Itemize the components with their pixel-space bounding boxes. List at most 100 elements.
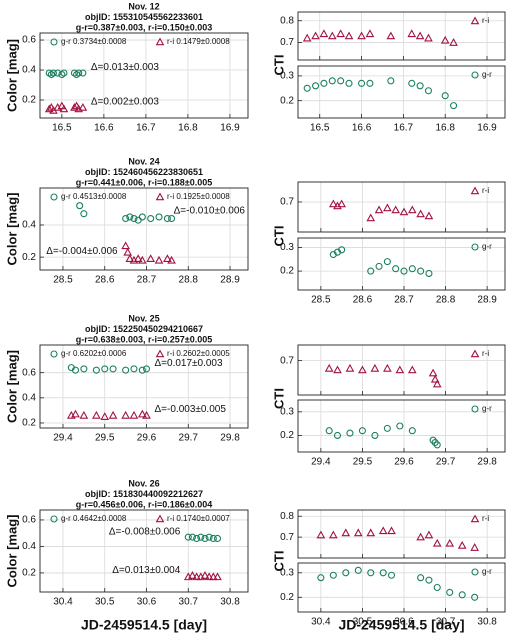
data-point	[432, 538, 442, 547]
x-tick-label: 28.7	[137, 275, 157, 286]
data-point	[441, 92, 449, 100]
data-point	[379, 569, 387, 577]
y-tick-label: 0.4	[22, 220, 36, 231]
data-point	[337, 77, 345, 85]
y-tick-label: 0.7	[280, 197, 294, 208]
plot-frame	[297, 11, 506, 61]
data-point	[328, 199, 338, 208]
data-point	[433, 441, 441, 449]
y-axis-label: Color [mag]	[4, 39, 19, 112]
chart-title: g-r=0.456±0.006, r-i=0.186±0.004	[76, 499, 212, 509]
data-point	[378, 526, 388, 535]
data-point	[424, 530, 434, 539]
data-point	[92, 366, 100, 374]
data-point	[445, 538, 455, 547]
legend-label: g-r	[482, 70, 492, 79]
data-point	[75, 69, 83, 77]
data-point	[213, 572, 222, 581]
data-point	[416, 209, 425, 218]
x-tick-label: 28.6	[353, 295, 373, 306]
legend-marker	[470, 186, 480, 195]
data-point	[333, 365, 342, 374]
data-point	[71, 409, 80, 418]
data-point	[416, 532, 425, 541]
data-point	[101, 365, 109, 373]
legend-marker	[50, 193, 58, 201]
x-tick-label: 28.5	[53, 275, 73, 286]
data-point	[70, 102, 79, 111]
x-tick-label: 29.8	[220, 433, 240, 444]
legend-marker	[155, 514, 165, 523]
y-tick-label: 0.7	[280, 355, 294, 366]
data-point	[387, 571, 396, 579]
data-point	[345, 79, 353, 87]
y-tick-label: 0.3	[280, 242, 294, 253]
data-point	[354, 566, 362, 574]
legend-label: r-i 0.1479±0.0008	[167, 37, 230, 46]
data-point	[208, 572, 218, 581]
data-point	[329, 571, 337, 579]
data-point	[367, 569, 375, 577]
y-axis-label: Color [mag]	[4, 350, 19, 423]
data-point	[324, 363, 334, 372]
chart-title: Nov. 12	[128, 1, 159, 11]
data-point	[408, 79, 416, 87]
data-point	[213, 534, 222, 543]
data-point	[80, 210, 88, 218]
legend-marker	[50, 515, 58, 523]
data-point	[337, 199, 346, 208]
legend-marker	[471, 568, 479, 576]
data-point	[184, 533, 192, 541]
legend-marker	[470, 16, 480, 25]
x-tick-label: 16.5	[52, 123, 72, 134]
y-tick-label: 0.3	[280, 71, 294, 82]
data-point	[424, 211, 434, 220]
x-tick-label: 30.4	[311, 617, 331, 628]
x-tick-label: 30.8	[477, 617, 497, 628]
data-point	[311, 31, 320, 40]
data-point	[365, 29, 375, 38]
y-axis-label: CTI	[271, 388, 286, 409]
data-point	[395, 365, 405, 374]
y-tick-label: 0.6	[22, 515, 36, 526]
data-point	[312, 82, 320, 90]
data-point	[303, 84, 311, 92]
y-tick-label: 0.4	[22, 392, 36, 403]
data-point	[193, 534, 201, 543]
annotation: Δ=0.002±0.003	[91, 97, 159, 108]
data-point	[428, 368, 438, 377]
data-point	[121, 241, 130, 250]
y-axis-label: CTI	[271, 226, 286, 247]
x-tick-label: 30.6	[394, 617, 414, 628]
data-point	[167, 255, 176, 264]
data-point	[80, 365, 88, 373]
legend-marker	[471, 71, 479, 79]
data-point	[425, 576, 433, 584]
y-tick-label: 0.4	[22, 541, 36, 552]
data-point	[146, 254, 156, 263]
data-point	[192, 572, 201, 581]
chart-title: Nov. 24	[128, 156, 159, 166]
data-point	[341, 528, 351, 537]
data-point	[371, 431, 379, 440]
data-point	[407, 365, 417, 374]
x-tick-label: 30.7	[179, 597, 199, 608]
data-point	[407, 205, 417, 214]
x-tick-label: 28.9	[477, 295, 497, 306]
data-point	[338, 246, 346, 254]
x-tick-label: 16.9	[477, 123, 497, 134]
x-tick-label: 16.7	[394, 123, 414, 134]
data-point	[374, 205, 384, 214]
y-tick-label: 0.2	[280, 266, 294, 277]
data-point	[138, 366, 146, 374]
plot-frame	[297, 181, 506, 233]
data-point	[457, 540, 467, 549]
x-tick-label: 29.8	[477, 457, 497, 468]
chart-title: objID: 152250450294210667	[85, 324, 203, 334]
data-point	[155, 213, 163, 221]
legend-label: g-r 0.4513±0.0008	[61, 192, 127, 201]
y-tick-label: 0.2	[22, 418, 36, 429]
data-point	[449, 38, 458, 46]
chart-title: Nov. 25	[128, 313, 159, 323]
